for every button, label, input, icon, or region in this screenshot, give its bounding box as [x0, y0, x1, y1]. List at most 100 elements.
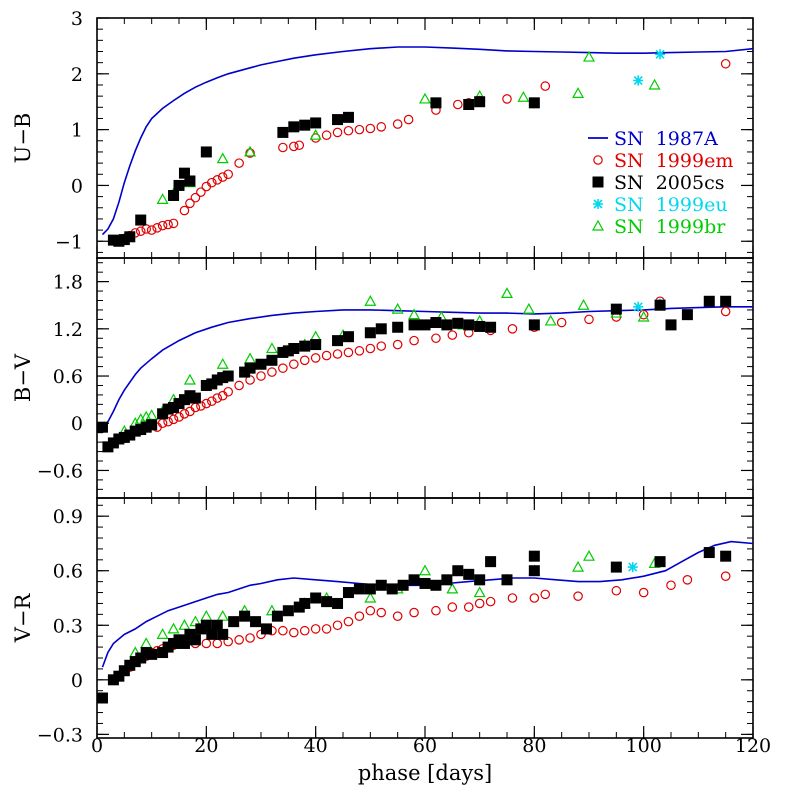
data-point-sn2005cs — [419, 577, 431, 589]
series-sn1999br — [156, 50, 661, 204]
data-point-sn1999br — [156, 628, 169, 639]
data-point-sn1999br — [216, 357, 229, 369]
data-point-sn2005cs — [200, 146, 212, 158]
data-point-sn2005cs — [135, 214, 147, 226]
data-point-sn1999br — [522, 302, 535, 314]
data-point-sn2005cs — [321, 596, 333, 608]
data-point-sn2005cs — [260, 623, 272, 635]
data-point-sn2005cs — [244, 362, 256, 374]
data-point-sn2005cs — [720, 295, 732, 307]
data-point-sn1999em — [584, 314, 594, 325]
data-point-sn1999br — [572, 87, 585, 98]
data-point-sn1999em — [452, 99, 463, 110]
legend-entry: SN 2005cs — [592, 172, 724, 194]
data-point-sn2005cs — [250, 616, 262, 628]
data-point-sn1999br — [183, 373, 196, 385]
data-point-sn2005cs — [703, 547, 715, 559]
data-point-sn1999em — [354, 346, 365, 356]
y-axis-label: U−B — [11, 113, 35, 164]
y-tick-label: −1 — [55, 231, 83, 253]
data-point-sn1999em — [540, 81, 551, 91]
data-point-sn1999em — [207, 177, 217, 188]
data-point-sn1999em — [185, 198, 195, 209]
data-point-sn1999em — [638, 309, 649, 320]
data-point-sn2005cs — [408, 574, 420, 586]
data-point-sn2005cs — [124, 231, 136, 243]
data-point-sn2005cs — [222, 370, 234, 382]
data-point-sn1999br — [244, 352, 257, 364]
legend-entry: SN 1999em — [593, 150, 733, 172]
data-point-sn1999em — [485, 596, 496, 607]
data-point-sn2005cs — [189, 634, 201, 646]
y-tick-label: 0 — [71, 175, 83, 197]
data-point-sn1999eu — [633, 301, 644, 312]
data-point-sn2005cs — [299, 119, 311, 131]
legend-swatch — [593, 155, 603, 165]
data-point-sn1999br — [309, 128, 322, 140]
y-tick-label: 0 — [71, 413, 83, 435]
data-point-sn1999br — [544, 314, 557, 326]
data-point-sn1999em — [278, 625, 288, 636]
data-point-sn1999em — [431, 605, 441, 616]
data-point-sn2005cs — [184, 175, 196, 187]
data-point-sn2005cs — [441, 319, 453, 331]
data-point-sn1999br — [473, 586, 486, 598]
data-point-sn1999em — [332, 620, 343, 631]
legend-label: SN 1987A — [614, 128, 718, 150]
x-tick-label: 120 — [735, 735, 771, 757]
data-layer — [97, 287, 753, 453]
y-tick-label: 0.9 — [53, 506, 83, 528]
data-point-sn2005cs — [364, 327, 376, 339]
y-tick-label: 0.6 — [53, 561, 83, 583]
data-point-sn1999em — [234, 380, 244, 391]
data-point-sn2005cs — [173, 179, 185, 191]
legend-label: SN 1999em — [614, 150, 733, 172]
panel-ub: −1 0 1 2 3 U−B — [11, 8, 754, 259]
data-point-sn1999em — [212, 638, 223, 649]
data-point-sn1999em — [294, 140, 305, 151]
data-point-sn2005cs — [528, 97, 540, 109]
data-point-sn2005cs — [332, 335, 344, 347]
data-point-sn1999br — [582, 50, 596, 62]
data-point-sn1999em — [217, 172, 228, 182]
data-point-sn2005cs — [375, 323, 387, 335]
y-tick-label: 1.8 — [53, 272, 83, 294]
series-sn2005cs — [97, 295, 732, 453]
data-point-sn2005cs — [178, 167, 190, 179]
data-point-sn1999eu — [627, 562, 638, 573]
y-tick-label: 1.2 — [53, 319, 83, 341]
y-tick-label: −0.6 — [37, 460, 83, 482]
data-point-sn1999em — [403, 114, 414, 125]
data-point-sn2005cs — [342, 331, 354, 343]
data-point-sn1999em — [573, 591, 583, 601]
data-point-sn1999em — [409, 335, 419, 346]
data-point-sn1999br — [648, 78, 661, 90]
data-point-sn1999em — [720, 306, 731, 317]
data-point-sn1999em — [278, 363, 288, 373]
data-point-sn2005cs — [200, 619, 212, 631]
y-tick-label: 0 — [71, 670, 83, 692]
data-point-sn1999em — [332, 127, 343, 138]
data-point-sn1999em — [720, 58, 731, 69]
data-point-sn2005cs — [610, 303, 622, 315]
data-layer — [97, 540, 753, 704]
data-point-sn1999em — [638, 587, 649, 598]
data-point-sn2005cs — [720, 550, 732, 562]
data-point-sn1999br — [572, 560, 585, 572]
y-axis-label: V−R — [11, 593, 35, 644]
data-point-sn1999br — [418, 92, 432, 104]
data-point-sn2005cs — [430, 579, 442, 591]
data-point-sn1999em — [507, 324, 518, 334]
y-tick-label: −0.3 — [37, 724, 83, 746]
data-point-sn1999br — [577, 298, 590, 310]
data-point-sn1999em — [365, 605, 376, 616]
data-point-sn2005cs — [332, 114, 344, 126]
data-point-sn2005cs — [474, 320, 486, 332]
data-point-sn2005cs — [332, 597, 344, 609]
data-point-sn1999em — [720, 571, 731, 581]
legend-label: SN 1999br — [614, 216, 726, 238]
data-point-sn1999em — [146, 225, 157, 235]
data-point-sn2005cs — [282, 605, 294, 617]
data-point-sn2005cs — [206, 628, 218, 640]
